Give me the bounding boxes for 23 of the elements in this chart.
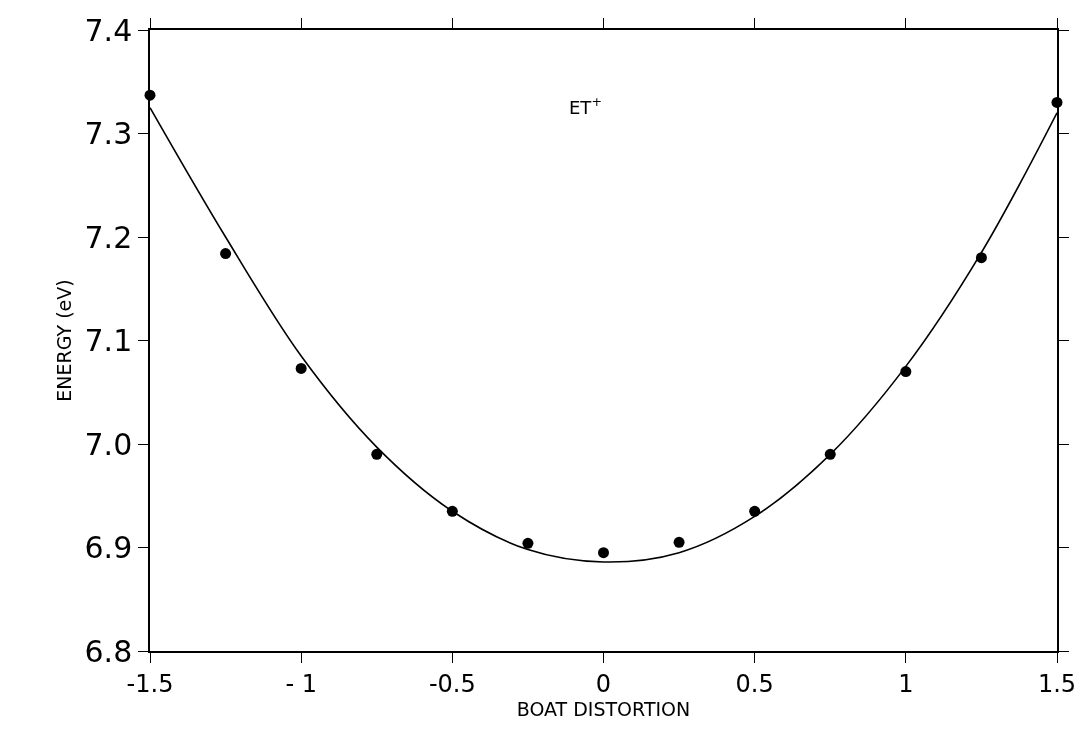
y-tick-label: 6.8 xyxy=(84,633,133,669)
point xyxy=(673,536,685,548)
x-tick-label: -0.5 xyxy=(428,669,476,698)
x-tick-label: 1.5 xyxy=(1037,669,1077,698)
point xyxy=(220,248,232,260)
y-tick-label: 7.4 xyxy=(84,12,133,48)
x-tick-label: - 1 xyxy=(285,669,317,698)
point xyxy=(371,448,383,460)
y-tick-label: 7.0 xyxy=(84,426,133,462)
x-tick-label: 1 xyxy=(898,669,914,698)
point xyxy=(295,362,307,374)
point xyxy=(598,547,609,559)
x-tick-label: 0 xyxy=(595,669,612,698)
x-tick-label: -1.5 xyxy=(126,669,174,698)
x-tick-label: 0.5 xyxy=(735,669,774,698)
y-tick-label: 7.3 xyxy=(84,116,133,151)
y-tick-label: 7.1 xyxy=(84,323,133,358)
x-axis-title: BOAT DISTORTION xyxy=(516,697,691,720)
point xyxy=(522,537,534,549)
annotation: ET$^{+}$ xyxy=(569,94,602,118)
y-axis-title: ENERGY (eV) xyxy=(52,279,75,402)
y-tick-label: 7.2 xyxy=(84,219,133,255)
y-tick-label: 6.9 xyxy=(84,530,133,565)
